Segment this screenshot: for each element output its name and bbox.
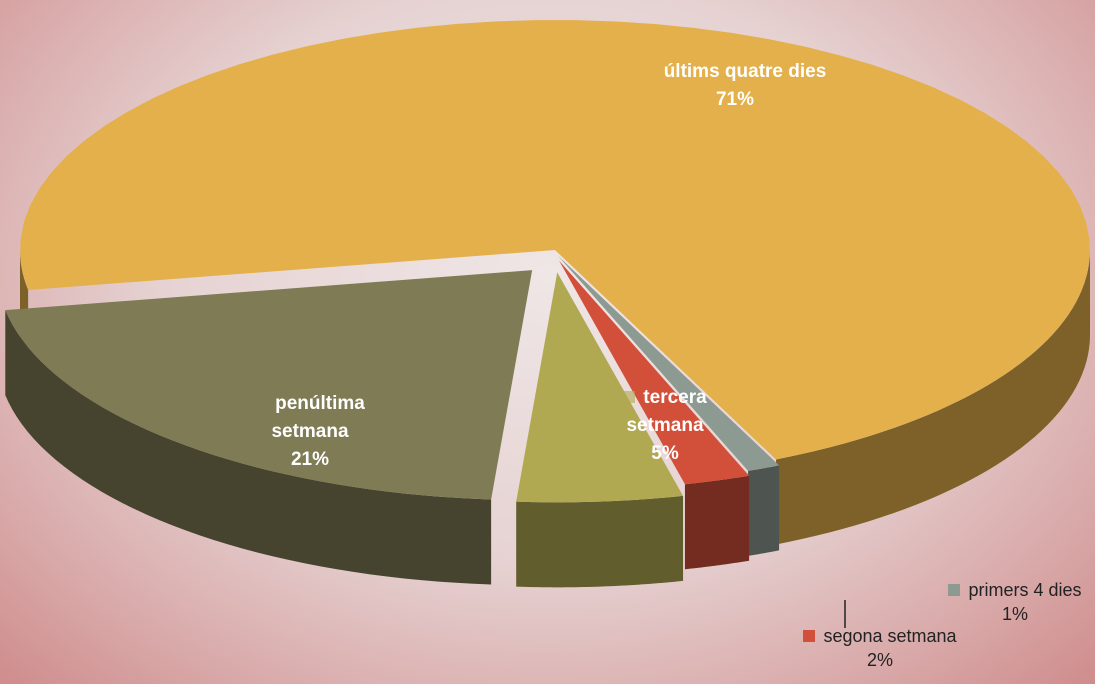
data-label: tercera setmana 5%: [605, 384, 725, 468]
slice-side: [5, 310, 492, 585]
top-faces: [5, 20, 1090, 503]
category-label: últims quatre dies: [663, 61, 827, 82]
category-label: primers 4 dies: [968, 580, 1082, 600]
value-label: 2%: [866, 650, 893, 670]
slice: [20, 20, 1090, 460]
data-label-box: penúltima setmana 21%: [235, 390, 385, 474]
slice-side: [516, 495, 684, 588]
slice: [558, 255, 780, 471]
category-label: tercera setmana: [626, 387, 707, 436]
legend-key: [803, 630, 816, 642]
slice-side: [684, 475, 750, 570]
value-label: 21%: [290, 449, 330, 470]
category-label: segona setmana: [823, 626, 957, 646]
data-label-box: últims quatre dies 71%: [605, 58, 865, 114]
slice-side: [748, 465, 780, 556]
slice: [516, 272, 684, 503]
value-label: 1%: [1001, 604, 1028, 624]
slice-side: [776, 250, 1090, 545]
data-label: últims quatre dies 71%: [605, 58, 865, 114]
slice: [559, 260, 750, 485]
slice: [5, 270, 533, 500]
value-label: 71%: [715, 89, 755, 110]
legend-key: [623, 391, 636, 403]
data-label-box: segona setmana 2%: [790, 624, 970, 672]
category-label: penúltima setmana: [271, 393, 365, 442]
legend-key: [255, 397, 268, 409]
data-label: segona setmana 2%: [790, 624, 970, 672]
value-label: 5%: [651, 443, 679, 464]
data-label: penúltima setmana 21%: [235, 390, 385, 474]
data-label-box: primers 4 dies 1%: [925, 578, 1095, 626]
side-walls: [5, 250, 1090, 588]
data-label-box: tercera setmana 5%: [605, 384, 725, 468]
legend-key: [643, 65, 656, 77]
legend-key: [948, 584, 961, 596]
data-label: primers 4 dies 1%: [925, 578, 1095, 626]
